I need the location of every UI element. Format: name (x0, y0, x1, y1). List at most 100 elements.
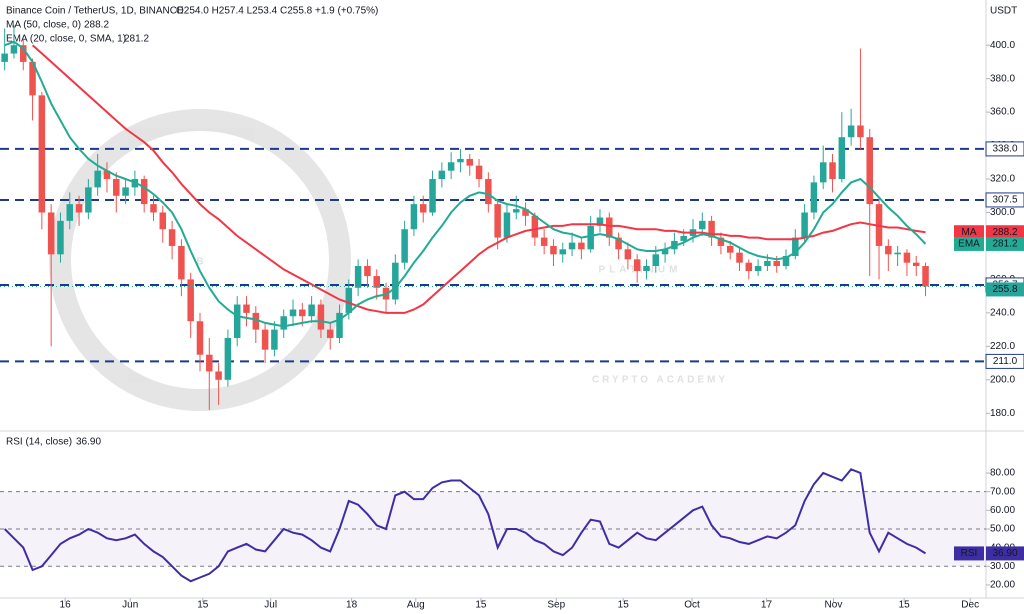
rsi-legend: RSI (14, close) (6, 437, 72, 448)
candle-body (699, 220, 706, 230)
candle-body (587, 225, 594, 250)
candle-body (903, 252, 911, 263)
y-tick-label: 320.0 (990, 174, 1015, 185)
candle-body (392, 262, 399, 300)
candle-body (317, 304, 325, 330)
candle-body (708, 220, 715, 238)
rsi-y-tick-label: 50.00 (990, 524, 1015, 535)
ma-line (31, 44, 926, 314)
candle-body (819, 162, 827, 183)
candle-body (652, 254, 660, 267)
ma-value-box (986, 225, 1024, 240)
candle-body (922, 266, 929, 287)
x-tick-label: 16 (60, 600, 72, 611)
candle-body (661, 249, 669, 255)
level-label-box (985, 192, 1024, 208)
candle-body (559, 249, 567, 255)
candle-body (885, 245, 892, 255)
rsi-y-tick-label: 20.00 (990, 580, 1015, 591)
ma-value: 288.2 (992, 227, 1017, 238)
currency-label: USDT (990, 6, 1017, 17)
candle-body (736, 252, 743, 263)
candle-body (643, 266, 650, 272)
rsi-y-tick-label: 70.00 (990, 486, 1015, 497)
candle-body (94, 170, 101, 188)
x-tick-label: 15 (618, 600, 630, 611)
ema-value: 281.2 (992, 239, 1017, 250)
last-price-value: 255.8 (992, 284, 1017, 295)
candle-body (680, 235, 687, 241)
candle-body (1, 53, 8, 62)
rsi-tag-box (954, 546, 984, 561)
candle-body (866, 137, 873, 205)
candle-body (419, 204, 427, 213)
candle-body (75, 204, 83, 213)
candle-body (438, 170, 446, 180)
x-tick-label: 17 (761, 600, 773, 611)
rsi-y-tick-label: 80.00 (990, 468, 1015, 479)
ema-tag-box (954, 236, 984, 251)
rsi-y-tick-label: 60.00 (990, 505, 1015, 516)
rsi-y-tick-label: 30.00 (990, 561, 1015, 572)
candle-body (578, 242, 585, 250)
ma-tag-box (954, 225, 984, 240)
level-label: 211.0 (993, 356, 1018, 367)
candle-body (122, 187, 129, 196)
x-tick-label: Sep (547, 600, 565, 611)
y-tick-label: 300.0 (990, 207, 1015, 218)
y-tick-label: 240.0 (990, 308, 1015, 319)
candle-body (261, 329, 269, 350)
ema-legend: EMA (20, close, 0, SMA, 1) (6, 34, 126, 45)
candle-body (429, 179, 436, 213)
x-tick-label: 18 (346, 600, 358, 611)
candle-body (512, 209, 520, 213)
candle-body (29, 61, 36, 96)
candle-body (503, 212, 511, 238)
candle-body (615, 237, 622, 250)
candle-body (280, 316, 287, 330)
candle-body (838, 137, 846, 180)
rsi-line (3, 468, 927, 583)
candle-body (38, 95, 46, 213)
ema-legend-value: 281.2 (124, 34, 149, 45)
x-tick-label: Dec (961, 600, 979, 611)
rsi-tag: RSI (961, 548, 978, 559)
candle-body (103, 170, 111, 180)
candle-body (85, 187, 92, 213)
y-tick-label: 400.0 (990, 40, 1015, 51)
candle-body (633, 259, 641, 272)
candle-body (829, 162, 836, 180)
level-label: 338.0 (992, 144, 1017, 155)
candle-body (168, 229, 176, 246)
candle-body (187, 279, 194, 322)
candle-body (299, 309, 306, 317)
candle-body (894, 252, 901, 255)
candle-body (47, 212, 55, 255)
candle-body (345, 287, 353, 313)
x-tick-label: Jun (122, 600, 138, 611)
x-tick-label: 15 (899, 600, 911, 611)
y-tick-label: 380.0 (990, 73, 1015, 84)
candle-body (289, 309, 297, 317)
candle-body (847, 125, 855, 138)
x-tick-label: 15 (475, 600, 487, 611)
candle-body (308, 304, 315, 317)
candle-body (252, 312, 260, 330)
candle-body (792, 237, 799, 256)
candle-body (531, 215, 539, 238)
candle-body (606, 217, 613, 238)
candle-body (326, 329, 334, 338)
candle-body (410, 204, 418, 230)
candle-body (243, 304, 250, 313)
candle-body (912, 262, 920, 267)
candle-body (764, 261, 771, 267)
x-tick-label: 15 (197, 600, 209, 611)
candle-body (485, 179, 492, 205)
candle-body (215, 371, 222, 380)
candle-body (475, 165, 483, 180)
candle-body (113, 179, 120, 196)
candle-body (447, 162, 455, 171)
x-tick-label: Oct (684, 600, 700, 611)
candle-body (745, 262, 753, 272)
x-tick-label: Jul (264, 600, 277, 611)
